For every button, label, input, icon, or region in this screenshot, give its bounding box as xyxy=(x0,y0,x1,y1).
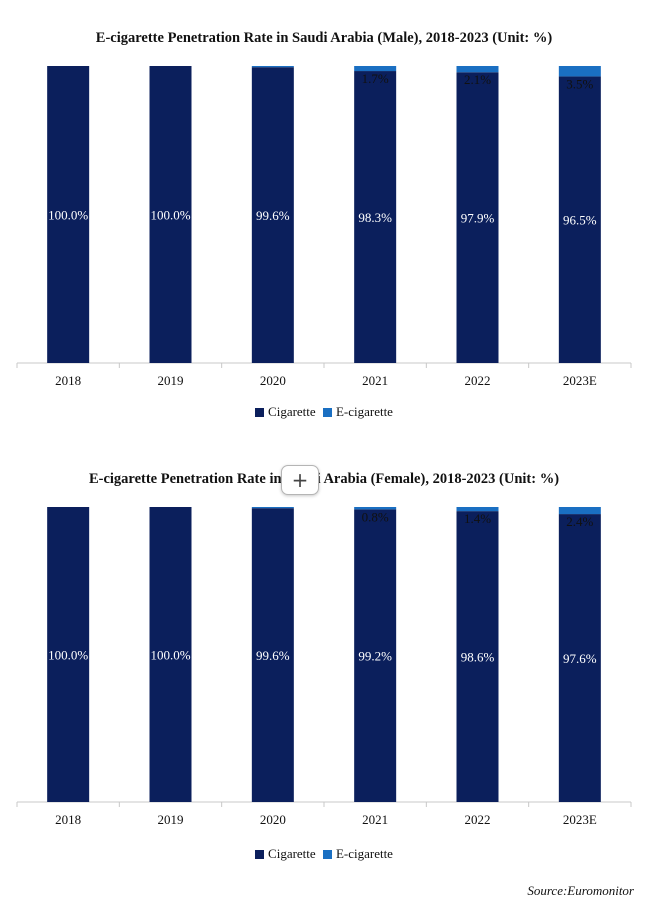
data-label-cigarette: 100.0% xyxy=(48,648,88,663)
data-label-e-cigarette: 2.1% xyxy=(464,72,491,87)
x-tick-label: 2023E xyxy=(563,812,597,827)
chart-plot: 100.0% 2018 100.0% 2019 99.6% 2020 99.2% 0.8% 20… xyxy=(16,507,632,827)
data-label-cigarette: 100.0% xyxy=(150,648,190,663)
bar-e-cigarette xyxy=(354,507,397,510)
bar-cigarette xyxy=(456,511,499,802)
legend-label: Cigarette xyxy=(268,846,316,861)
bar-cigarette xyxy=(47,66,90,363)
x-tick-label: 2019 xyxy=(158,812,184,827)
bar-cigarette xyxy=(251,508,294,802)
data-label-cigarette: 97.9% xyxy=(461,211,495,226)
legend-label: E-cigarette xyxy=(335,846,393,861)
chart-female: E-cigarette Penetration Rate in Saudi Ar… xyxy=(0,440,648,880)
legend-item-cigarette: Cigarette xyxy=(255,846,316,862)
chart-title: E-cigarette Penetration Rate in Saudi Ar… xyxy=(95,30,553,46)
legend-label: E-cigarette xyxy=(335,404,393,419)
legend-swatch-cigarette xyxy=(255,407,265,417)
x-tick-label: 2022 xyxy=(465,373,491,388)
source-note: Source:Euromonitor xyxy=(527,883,634,898)
x-tick-label: 2021 xyxy=(362,373,388,388)
x-tick-label: 2018 xyxy=(55,373,81,388)
bar-e-cigarette xyxy=(354,66,397,72)
bar-cigarette xyxy=(456,72,499,363)
bar-cigarette xyxy=(558,514,601,802)
x-tick-label: 2022 xyxy=(465,812,491,827)
legend-swatch-e-cigarette xyxy=(322,849,332,859)
data-label-cigarette: 100.0% xyxy=(48,208,88,223)
data-label-cigarette: 99.6% xyxy=(256,648,290,663)
legend-swatch-cigarette xyxy=(255,849,265,859)
bar-cigarette xyxy=(251,67,294,364)
x-tick-label: 2023E xyxy=(563,373,597,388)
x-tick-label: 2020 xyxy=(260,373,286,388)
x-tick-label: 2020 xyxy=(260,812,286,827)
bar-e-cigarette xyxy=(251,507,294,509)
data-label-cigarette: 99.2% xyxy=(358,649,392,664)
bar-e-cigarette xyxy=(456,66,499,73)
data-label-e-cigarette: 0.8% xyxy=(362,509,389,524)
bar-e-cigarette xyxy=(558,66,601,77)
data-label-e-cigarette: 1.4% xyxy=(464,511,491,526)
bar-cigarette xyxy=(558,76,601,364)
data-label-cigarette: 96.5% xyxy=(563,213,597,228)
legend-item-e-cigarette: E-cigarette xyxy=(322,846,393,862)
bar-e-cigarette xyxy=(558,507,601,515)
data-label-cigarette: 100.0% xyxy=(150,208,190,223)
x-tick-label: 2021 xyxy=(362,812,388,827)
bar-cigarette xyxy=(149,66,192,363)
data-label-cigarette: 97.6% xyxy=(563,651,597,666)
legend-item-e-cigarette: E-cigarette xyxy=(322,404,393,420)
x-tick-label: 2019 xyxy=(158,373,184,388)
bar-e-cigarette xyxy=(456,507,499,512)
data-label-cigarette: 99.6% xyxy=(256,208,290,223)
data-label-cigarette: 98.3% xyxy=(358,210,392,225)
legend: Cigarette E-cigarette xyxy=(0,846,648,863)
chart-male: E-cigarette Penetration Rate in Saudi Ar… xyxy=(0,0,648,440)
x-tick-label: 2018 xyxy=(55,812,81,827)
chart-title: E-cigarette Penetration Rate in Saudi Ar… xyxy=(88,471,560,487)
data-label-e-cigarette: 3.5% xyxy=(566,76,593,91)
legend: Cigarette E-cigarette xyxy=(0,404,648,421)
add-button[interactable]: + xyxy=(281,465,319,495)
bar-e-cigarette xyxy=(251,66,294,68)
bar-cigarette xyxy=(354,509,397,802)
chart-plot: 100.0% 2018 100.0% 2019 99.6% 2020 98.3% 1.7% 20… xyxy=(16,66,632,388)
legend-swatch-e-cigarette xyxy=(322,407,332,417)
data-label-e-cigarette: 1.7% xyxy=(362,71,389,86)
legend-label: Cigarette xyxy=(268,404,316,419)
data-label-cigarette: 98.6% xyxy=(461,650,495,665)
data-label-e-cigarette: 2.4% xyxy=(566,514,593,529)
legend-item-cigarette: Cigarette xyxy=(255,404,316,420)
bar-cigarette xyxy=(47,507,90,802)
plus-icon: + xyxy=(291,468,309,492)
bar-cigarette xyxy=(354,71,397,363)
bar-cigarette xyxy=(149,507,192,802)
